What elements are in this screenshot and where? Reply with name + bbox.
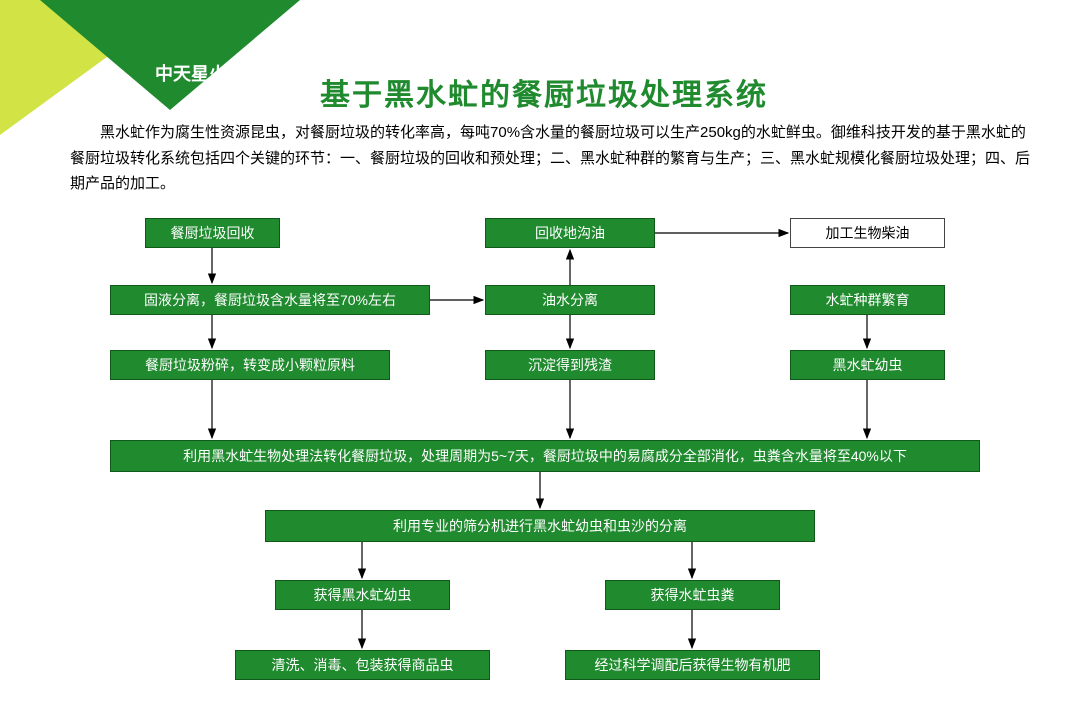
page-title: 基于黑水虻的餐厨垃圾处理系统 bbox=[320, 70, 768, 114]
flow-node-d1: 利用黑水虻生物处理法转化餐厨垃圾，处理周期为5~7天，餐厨垃圾中的易腐成分全部消… bbox=[110, 440, 980, 472]
flow-node-e1: 获得黑水虻幼虫 bbox=[275, 580, 450, 610]
flow-node-d2: 利用专业的筛分机进行黑水虻幼虫和虫沙的分离 bbox=[265, 510, 815, 542]
intro-paragraph: 黑水虻作为腐生性资源昆虫，对餐厨垃圾的转化率高，每吨70%含水量的餐厨垃圾可以生… bbox=[70, 120, 1030, 197]
flow-node-b3: 沉淀得到残渣 bbox=[485, 350, 655, 380]
brand-badge: 中天星火 bbox=[155, 60, 227, 86]
flow-node-c3: 黑水虻幼虫 bbox=[790, 350, 945, 380]
flow-node-b2: 油水分离 bbox=[485, 285, 655, 315]
flow-node-b1: 回收地沟油 bbox=[485, 218, 655, 248]
flow-node-c2: 水虻种群繁育 bbox=[790, 285, 945, 315]
flow-node-a3: 餐厨垃圾粉碎，转变成小颗粒原料 bbox=[110, 350, 390, 380]
flow-node-c1: 加工生物柴油 bbox=[790, 218, 945, 248]
flow-node-e2: 获得水虻虫粪 bbox=[605, 580, 780, 610]
flow-node-a1: 餐厨垃圾回收 bbox=[145, 218, 280, 248]
flow-node-f1: 清洗、消毒、包装获得商品虫 bbox=[235, 650, 490, 680]
flow-node-f2: 经过科学调配后获得生物有机肥 bbox=[565, 650, 820, 680]
flow-node-a2: 固液分离，餐厨垃圾含水量将至70%左右 bbox=[110, 285, 430, 315]
